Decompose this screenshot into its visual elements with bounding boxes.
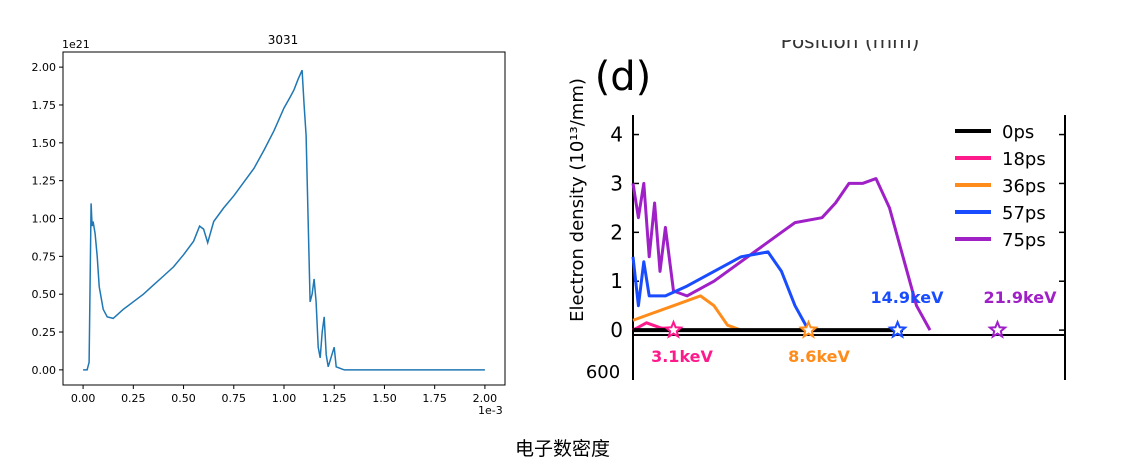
left-x-tick-label: 1.25 [322,392,347,405]
left-chart-title: 3031 [268,33,299,47]
left-y-tick-label: 1.50 [32,137,57,150]
left-x-tick-label: 0.00 [71,392,96,405]
left-plot-area: 0.00 0.25 0.50 0.75 1.00 1.25 1.50 1.75 2.00 0.00… [32,51,506,405]
right-plot-area: 0 1 2 3 4 [610,115,1066,380]
figure-caption: 电子数密度 [514,438,610,460]
right-y-tick-label: 4 [610,123,623,147]
left-axes-frame [62,51,506,386]
left-x-tick-label: 1.50 [372,392,397,405]
right-y-axis-label: Electron density (10¹³/mm) [567,78,588,322]
right-y-tick-label: 0 [610,318,623,342]
right-partial-tick-600: 600 [586,362,620,380]
right-y-tick-label: 3 [610,171,623,195]
left-y-tick-label: 1.75 [32,99,57,112]
right-y-tick-label: 2 [610,220,623,244]
right-series-line-57ps [631,250,810,331]
right-y-tick-label: 1 [610,269,623,293]
left-x-tick-label: 0.75 [222,392,247,405]
left-y-tick-label: 0.75 [32,250,57,263]
legend-label-57ps: 57ps [1002,203,1046,224]
right-star-marker [987,319,1008,339]
legend-label-36ps: 36ps [1002,176,1046,197]
right-density-chart: Position (mm) (d) Electron density (10¹³… [567,40,1066,380]
right-star-marker [663,319,684,339]
right-star-marker [887,319,908,339]
annotation-8-6kev: 8.6keV [788,347,850,366]
left-y-offset-label: 1e21 [62,38,90,51]
left-x-tick-label: 2.00 [473,392,498,405]
left-y-tick-label: 1.25 [32,175,57,188]
right-series-line-36ps [632,294,742,332]
left-x-tick-label: 1.00 [272,392,297,405]
left-x-tick-label: 0.50 [171,392,196,405]
right-legend: 0ps 18ps 36ps 57ps 75ps [955,122,1046,251]
right-chart-panel: Position (mm) (d) Electron density (10¹³… [565,40,1085,380]
left-series-line [83,69,485,371]
legend-label-18ps: 18ps [1002,149,1046,170]
left-x-tick-label: 0.25 [121,392,146,405]
legend-label-0ps: 0ps [1002,122,1034,143]
left-chart-panel: 3031 1e21 1e-3 0.00 0.25 0.50 0.75 1.00 1.25 1… [0,0,540,430]
left-x-tick-label: 1.75 [422,392,447,405]
left-y-tick-label: 1.00 [32,213,57,226]
left-y-tick-label: 0.25 [32,326,57,339]
left-y-tick-label: 2.00 [32,61,57,74]
right-star-marker [798,319,819,339]
left-y-tick-label: 0.00 [32,364,57,377]
left-line-chart: 3031 1e21 1e-3 0.00 0.25 0.50 0.75 1.00 1.25 1… [32,33,506,417]
annotation-3-1kev: 3.1keV [651,347,713,366]
left-x-offset-label: 1e-3 [478,404,503,417]
annotation-21-9kev: 21.9keV [984,288,1058,307]
left-y-tick-label: 0.50 [32,288,57,301]
right-series-line-75ps [631,177,932,331]
annotation-14-9kev: 14.9keV [871,288,945,307]
right-top-partial-label: Position (mm) [781,40,920,53]
right-panel-label: (d) [595,54,652,100]
legend-label-75ps: 75ps [1002,230,1046,251]
